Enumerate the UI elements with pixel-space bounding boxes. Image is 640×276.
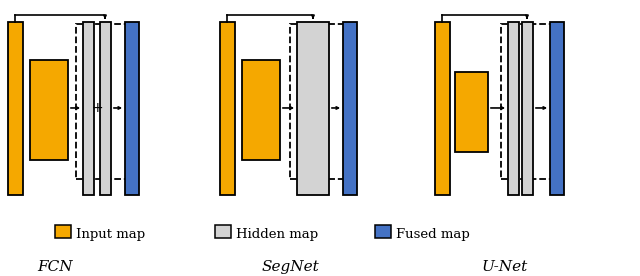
Bar — [455, 72, 488, 152]
Text: Hidden map: Hidden map — [236, 229, 318, 242]
Bar — [290, 24, 345, 179]
Bar — [55, 225, 71, 238]
Bar — [30, 60, 68, 160]
Bar — [215, 225, 231, 238]
Bar — [220, 22, 235, 195]
Bar — [76, 24, 131, 179]
Text: Input map: Input map — [76, 229, 145, 242]
Text: U-Net: U-Net — [482, 260, 528, 274]
Text: +: + — [91, 101, 103, 115]
Bar — [125, 22, 139, 195]
Bar — [100, 22, 111, 195]
Bar — [297, 22, 329, 195]
Bar — [501, 24, 556, 179]
Bar — [83, 22, 94, 195]
Bar — [343, 22, 357, 195]
Text: FCN: FCN — [37, 260, 73, 274]
Bar — [508, 22, 519, 195]
Text: SegNet: SegNet — [261, 260, 319, 274]
Bar — [375, 225, 391, 238]
Text: Fused map: Fused map — [396, 229, 470, 242]
Bar — [435, 22, 450, 195]
Bar — [550, 22, 564, 195]
Bar — [8, 22, 23, 195]
Bar — [242, 60, 280, 160]
Bar — [522, 22, 533, 195]
